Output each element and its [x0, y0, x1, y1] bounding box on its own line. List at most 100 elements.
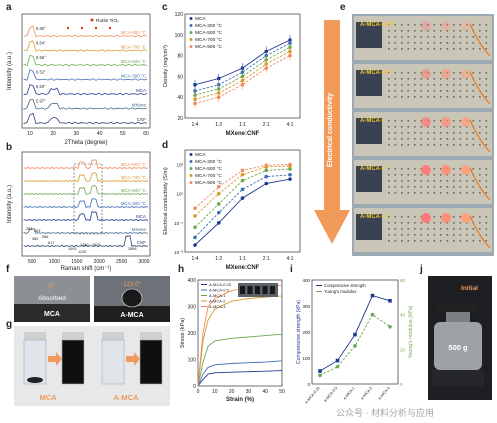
panel-e-breadboard-hole: [427, 186, 429, 188]
panel-e-breadboard-hole: [401, 174, 403, 176]
panel-e-breadboard-hole: [407, 228, 410, 230]
panel-d-xtick: 1:2: [215, 256, 222, 262]
panel-a-curve-label: MCA-900 °C: [121, 30, 147, 35]
panel-e-breadboard-hole: [388, 186, 390, 188]
panel-e-breadboard-hole: [433, 42, 436, 44]
panel-e-breadboard-hole: [459, 240, 462, 242]
panel-a-angle-label: 5.97°: [36, 99, 46, 104]
panel-e-sample-label: A-MCA-0.25: [360, 22, 394, 28]
panel-h-inset-sample: [262, 286, 268, 294]
panel-e-breadboard-hole: [401, 90, 403, 92]
panel-f-left-sample: [14, 304, 90, 322]
panel-e-breadboard-hole: [459, 120, 462, 122]
panel-e-breadboard-hole: [453, 24, 455, 26]
panel-e-breadboard-hole: [479, 132, 481, 134]
panel-c-series-line: [194, 51, 291, 100]
panel-e-breadboard-hole: [440, 126, 442, 128]
panel-e-breadboard-hole: [388, 144, 390, 146]
panel-e-breadboard-hole: [414, 48, 416, 50]
panel-e-wire: [469, 215, 491, 249]
panel-d-data-point: [288, 177, 292, 181]
panel-e-sample-label: A-MCA-4: [360, 214, 386, 220]
panel-c-ytick: 60: [177, 74, 183, 80]
panel-d-ytick: 10⁻³: [174, 250, 183, 255]
panel-a-xlabel: 2Theta (degree): [64, 140, 107, 146]
panel-a-curve-label: CNF: [137, 117, 146, 122]
panel-d-data-point: [264, 168, 269, 173]
panel-h-inset-sample: [247, 286, 253, 294]
panel-g-vial: [139, 339, 163, 385]
panel-e-led: [421, 213, 431, 223]
panel-e-breadboard-hole: [388, 132, 390, 134]
panel-e-breadboard-hole: [401, 36, 403, 38]
panel-e-breadboard-hole: [485, 144, 488, 146]
panel-g-vial-cap: [102, 332, 124, 340]
panel-c-series-line: [194, 42, 291, 92]
panel-e-breadboard-hole: [427, 192, 429, 194]
panel-e-breadboard-hole: [446, 138, 449, 140]
panel-e-breadboard-hole: [446, 234, 449, 236]
panel-e-breadboard-hole: [433, 186, 436, 188]
panel-e-breadboard-hole: [414, 42, 416, 44]
panel-e-breadboard-hole: [472, 180, 475, 182]
panel-e-led: [421, 21, 431, 31]
panel-d-ytick: 10³: [176, 163, 183, 168]
panel-e-breadboard-hole: [420, 234, 423, 236]
panel-d-legend-marker: [189, 167, 193, 170]
panel-a-curve: [23, 84, 148, 96]
panel-i-xtick: A-MCA-1: [343, 386, 356, 401]
panel-e-breadboard-hole: [453, 48, 455, 50]
panel-e-breadboard-hole: [414, 168, 416, 170]
panel-f-right-angle: 123.0°: [123, 282, 141, 288]
panel-d-data-point: [264, 181, 269, 186]
panel-e-breadboard-hole: [453, 186, 455, 188]
panel-e-breadboard-hole: [388, 48, 390, 50]
panel-e-breadboard-hole: [388, 168, 390, 170]
panel-i-data-point: [353, 332, 357, 337]
panel-e-breadboard-hole: [446, 90, 449, 92]
panel-a-curve: [23, 40, 148, 52]
panel-d-data-point: [264, 174, 269, 179]
panel-c-legend-label: MCA-500 °C: [195, 30, 223, 36]
panel-e-breadboard-hole: [407, 36, 410, 38]
panel-f-left-label: MCA: [44, 311, 60, 318]
panel-e-breadboard-hole: [459, 72, 462, 74]
panel-i-data-point: [370, 312, 375, 317]
panel-d-data-point: [193, 235, 197, 240]
panel-h-legend-label: A-MCA-1: [209, 293, 226, 298]
panel-i-xtick: A-MCA-4: [378, 386, 391, 401]
panel-d-data-point: [216, 221, 221, 225]
panel-e-breadboard-hole: [459, 132, 462, 134]
panel-e-wire: [469, 167, 491, 201]
panel-e-breadboard-hole: [459, 36, 462, 38]
panel-e-breadboard-hole: [414, 240, 416, 242]
panel-c-legend-marker: [189, 31, 193, 34]
panel-e-breadboard-hole: [485, 24, 488, 26]
panel-e-breadboard-hole: [440, 90, 442, 92]
panel-e-breadboard-hole: [414, 30, 416, 32]
panel-e-breadboard-hole: [433, 120, 436, 122]
panel-e-breadboard-hole: [472, 120, 475, 122]
panel-d-data-point: [240, 168, 245, 173]
panel-a-curve: [23, 112, 148, 125]
panel-e-breadboard-hole: [401, 30, 403, 32]
panel-e-breadboard-hole: [466, 30, 468, 32]
panel-c-ytick: 40: [177, 95, 183, 101]
panel-b-ylabel: Intensity (a.u.): [7, 185, 13, 223]
panel-d-legend-marker: [189, 174, 193, 177]
panel-c-xtick: 4:1: [287, 122, 294, 128]
panel-d-ylabel: Electrical conductivity (S/m): [163, 167, 169, 235]
panel-e-breadboard-hole: [433, 174, 436, 176]
panel-i-xtick: A-MCA-0.25: [304, 386, 320, 405]
panel-e-breadboard-hole: [401, 126, 403, 128]
panel-j-weight-neck: [446, 312, 470, 322]
panel-h-ytick: 400: [188, 278, 197, 284]
panel-c-legend-marker: [189, 24, 193, 27]
panel-e-breadboard-hole: [459, 168, 462, 170]
panel-e-breadboard-hole: [414, 186, 416, 188]
panel-a-rutile-dot: [108, 26, 112, 30]
panel-e-breadboard-hole: [440, 216, 442, 218]
panel-e-breadboard-hole: [466, 240, 468, 242]
panel-b-peak-label: 2896: [128, 247, 136, 251]
panel-e-breadboard-hole: [479, 228, 481, 230]
